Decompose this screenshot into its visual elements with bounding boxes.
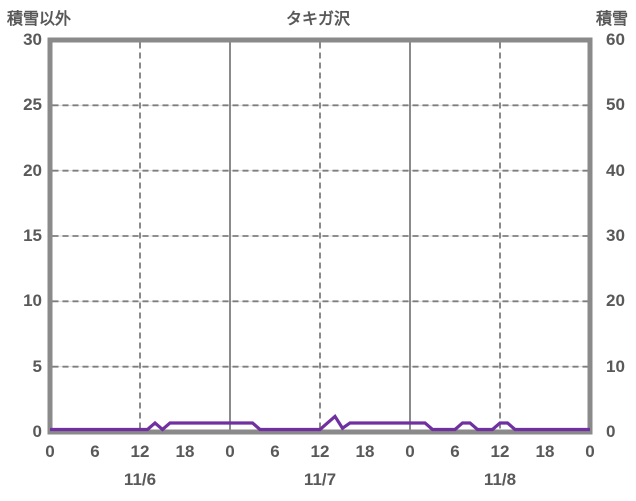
y-axis-label-left: 0 [32,422,42,441]
x-axis-tick-label: 0 [225,442,235,461]
y-axis-label-right: 30 [606,226,625,245]
left-axis-title: 積雪以外 [7,11,72,28]
x-axis-tick-label: 18 [175,442,195,461]
y-axis-label-left: 25 [23,95,42,115]
right-axis-title: 積雪 [595,11,628,28]
x-axis-tick-label: 0 [585,442,595,461]
x-axis-tick-label: 18 [355,442,375,461]
chart-frame [47,37,593,435]
x-axis-tick-label: 12 [130,442,150,461]
y-axis-label-right: 0 [606,422,616,441]
date-label: 11/8 [483,470,517,489]
y-axis-label-right: 60 [606,30,625,49]
x-axis-tick-label: 12 [310,442,330,461]
y-axis-label-left: 20 [23,160,42,180]
x-axis-tick-label: 0 [405,442,415,461]
x-axis-tick-label: 6 [90,442,100,461]
x-axis-tick-label: 12 [490,442,510,461]
chart-title: タキガ沢 [285,11,350,28]
date-label: 11/7 [303,470,337,489]
y-axis-label-right: 40 [606,160,625,180]
x-axis-tick-label: 6 [270,442,280,461]
date-label: 11/6 [123,470,157,489]
y-axis-label-left: 10 [23,291,42,311]
x-axis-tick-label: 0 [45,442,55,461]
x-axis-tick-label: 6 [450,442,460,461]
y-axis-label-left: 15 [23,226,42,245]
y-axis-label-right: 20 [606,291,625,311]
y-axis-label-right: 50 [606,95,625,115]
x-axis-tick-label: 18 [535,442,555,461]
series-line [50,414,590,432]
y-axis-label-left: 30 [23,30,42,49]
y-axis-label-left: 5 [32,356,42,376]
y-axis-label-right: 10 [606,356,625,376]
